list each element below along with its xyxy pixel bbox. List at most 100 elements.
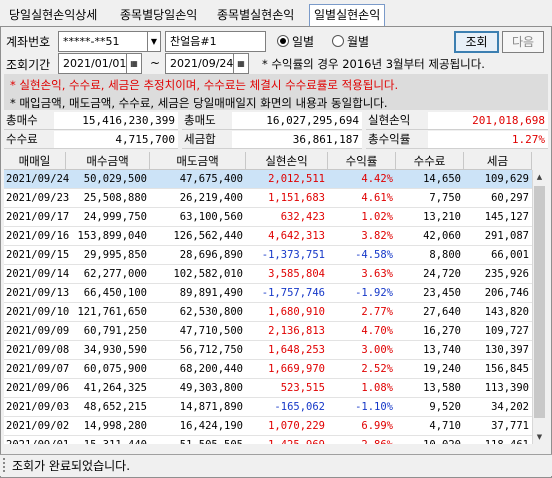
cell-tax: 109,629 [484,173,529,185]
cell-tax: 118,461 [464,436,532,444]
cell-date: 2021/09/06 [6,382,70,394]
table-row[interactable]: 2021/09/13 66,450,100 89,891,490 -1,757,746… [4,284,532,303]
cell-sell-amount: 102,582,010 [173,268,243,280]
fee-value: 4,715,700 [54,131,178,149]
summary-row: 총매수 15,416,230,399 총매도 16,027,295,694 실현… [4,112,548,130]
tab-stock-daily-pnl[interactable]: 종목별당일손익 [115,4,202,26]
cell-tax: 291,087 [484,230,529,242]
cell-fee: 13,210 [423,211,461,223]
calendar-icon[interactable]: ▦ [126,53,142,74]
tax-total-value: 36,861,187 [232,131,362,149]
scroll-down-icon[interactable]: ▼ [536,433,543,441]
cell-buy-amount: 60,075,900 [83,363,147,375]
table-row[interactable]: 2021/09/06 41,264,325 49,303,800 523,515 1.0… [4,379,532,398]
tab-label: 당일실현손익상세 [9,8,98,22]
cell-buy-amount: 14,998,280 [83,420,147,432]
column-header[interactable]: 세금 [464,152,532,170]
cell-sell-amount: 49,303,800 [179,382,243,394]
cell-realized-pnl: 1,425,969 [246,436,328,444]
table-row[interactable]: 2021/09/0115,311,44051,505,5051,425,9692… [4,436,532,444]
cell-realized-pnl: 1,669,970 [268,363,325,375]
table-row[interactable]: 2021/09/07 60,075,900 68,200,440 1,669,970 2… [4,360,532,379]
cell-return-rate: -4.58% [355,249,393,261]
cell-date: 2021/09/03 [6,401,70,413]
cell-tax: 66,001 [491,249,529,261]
cell-return-rate: 3.82% [361,230,393,242]
cell-sell-amount: 47,710,500 [179,325,243,337]
table-row[interactable]: 2021/09/24 50,029,500 47,675,400 2,012,511 4… [4,170,532,189]
account-number-field[interactable]: *****-**51 [58,31,148,52]
table-row[interactable]: 2021/09/08 34,930,590 56,712,750 1,648,253 3… [4,341,532,360]
table-row[interactable]: 2021/09/09 60,791,250 47,710,500 2,136,813 4… [4,322,532,341]
cell-fee: 10,020 [396,436,464,444]
cell-tax: 156,845 [484,363,529,375]
notice-journal: * 매입금액, 매도금액, 수수료, 세금은 당일매매일지 화면의 내용과 동일… [10,96,388,110]
table-row[interactable]: 2021/09/10 121,761,650 62,530,800 1,680,910… [4,303,532,322]
cell-sell-amount: 63,100,560 [179,211,243,223]
cell-sell-amount: 16,424,190 [179,420,243,432]
cell-buy-amount: 62,277,000 [83,268,147,280]
cell-return-rate: -1.92% [355,287,393,299]
table-row[interactable]: 2021/09/15 29,995,850 28,696,890 -1,373,751… [4,246,532,265]
next-button[interactable]: 다음 [502,31,544,53]
cell-fee: 14,650 [423,173,461,185]
column-header[interactable]: 매수금액 [66,152,150,170]
cell-buy-amount: 60,791,250 [83,325,147,337]
account-owner-field: 찬얼음#1 [165,31,266,52]
cell-tax: 60,297 [491,192,529,204]
column-header[interactable]: 실현손익 [246,152,328,170]
search-button[interactable]: 조회 [454,31,499,53]
table-row[interactable]: 2021/09/14 62,277,000 102,582,010 3,585,804… [4,265,532,284]
account-dropdown-icon[interactable]: ▼ [147,31,161,52]
cell-buy-amount: 48,652,215 [83,401,147,413]
cell-date: 2021/09/10 [6,306,70,318]
column-header[interactable]: 매매일 [4,152,66,170]
column-header[interactable]: 수수료 [396,152,464,170]
realized-pnl-value: 201,018,698 [428,112,548,130]
tab-stock-realized-pnl[interactable]: 종목별실현손익 [212,4,299,26]
cell-date: 2021/09/23 [6,192,70,204]
table-row[interactable]: 2021/09/16 153,899,040 126,562,440 4,642,31… [4,227,532,246]
cell-return-rate: 3.00% [361,344,393,356]
cell-date: 2021/09/07 [6,363,70,375]
scroll-thumb[interactable] [534,186,545,418]
cell-fee: 19,240 [423,363,461,375]
cell-buy-amount: 25,508,880 [83,192,147,204]
view-monthly-radio[interactable] [332,35,344,47]
tab-daily-realized-pnl[interactable]: 일별실현손익 [309,4,386,26]
cell-realized-pnl: 3,585,804 [268,268,325,280]
notice-estimate: * 실현손익, 수수료, 세금은 추정치이며, 수수료는 체결시 수수료률로 적… [10,78,399,92]
tab-bar: 당일실현손익상세 종목별당일손익 종목별실현손익 일별실현손익 [0,0,552,28]
scroll-up-icon[interactable]: ▲ [536,173,543,181]
cell-tax: 109,727 [484,325,529,337]
cell-date: 2021/09/13 [6,287,70,299]
cell-fee: 13,580 [423,382,461,394]
cell-return-rate: 2.52% [361,363,393,375]
period-label: 조회기간 [6,58,51,72]
column-header[interactable]: 매도금액 [150,152,246,170]
cell-realized-pnl: 1,070,229 [268,420,325,432]
start-date-input[interactable]: 2021/01/01 [58,53,140,74]
cell-return-rate: -1.10% [355,401,393,413]
table-row[interactable]: 2021/09/02 14,998,280 16,424,190 1,070,229 6… [4,417,532,436]
cell-buy-amount: 15,311,440 [66,436,150,444]
view-daily-label[interactable]: 일별 [292,35,315,49]
daily-pnl-table[interactable]: 매매일 매수금액 매도금액 실현손익 수익률 수수료 세금 2021/09/24… [4,152,546,444]
cell-return-rate: 2.77% [361,306,393,318]
cell-tax: 37,771 [491,420,529,432]
cell-sell-amount: 14,871,890 [179,401,243,413]
vertical-scrollbar[interactable]: ▲ ▼ [532,170,546,444]
column-header[interactable]: 수익률 [328,152,396,170]
table-row[interactable]: 2021/09/03 48,652,215 14,871,890 -165,062 -1… [4,398,532,417]
cell-sell-amount: 47,675,400 [179,173,243,185]
cell-tax: 130,397 [484,344,529,356]
total-return-value: 1.27% [428,131,548,149]
calendar-icon[interactable]: ▦ [233,53,249,74]
tab-daily-realized-detail[interactable]: 당일실현손익상세 [4,4,102,26]
cell-fee: 24,720 [423,268,461,280]
cell-realized-pnl: 632,423 [280,211,325,223]
table-row[interactable]: 2021/09/17 24,999,750 63,100,560 632,423 1.0… [4,208,532,227]
view-monthly-label[interactable]: 월별 [347,35,370,49]
view-daily-radio[interactable] [277,35,289,47]
table-row[interactable]: 2021/09/23 25,508,880 26,219,400 1,151,683 4… [4,189,532,208]
